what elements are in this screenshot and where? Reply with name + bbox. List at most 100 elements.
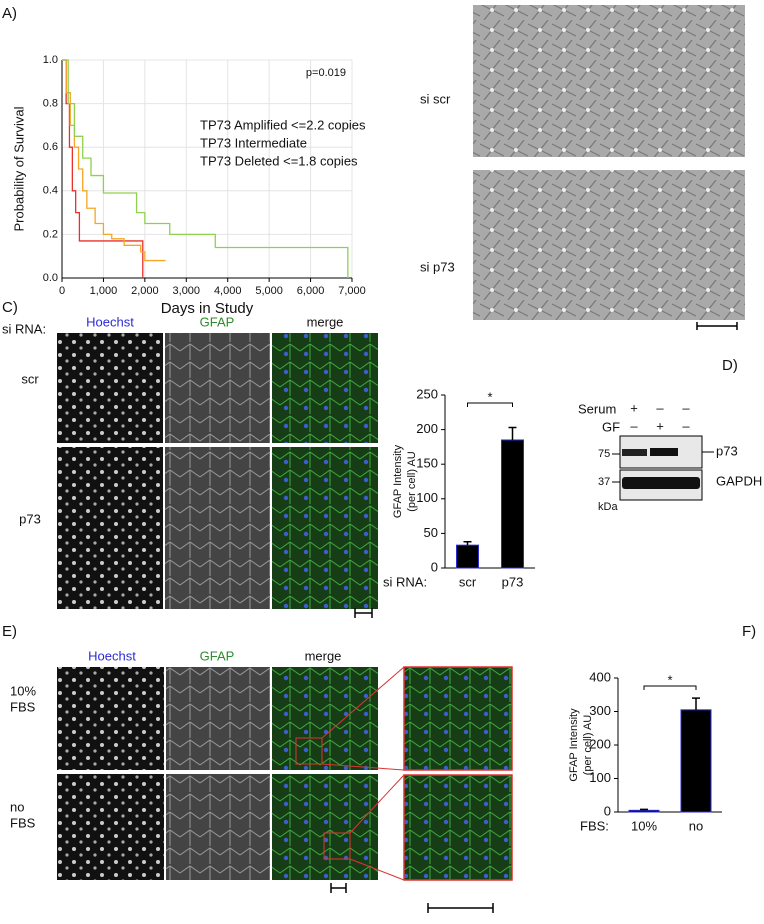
- band: [622, 449, 647, 456]
- micrograph: [166, 774, 270, 880]
- prefix: FBS:: [580, 818, 609, 833]
- marker: 37: [598, 476, 610, 488]
- marker: 75: [598, 448, 610, 460]
- x-tick-label: 7,000: [338, 285, 366, 297]
- panel-label: C): [2, 299, 18, 316]
- micrograph: [272, 667, 378, 770]
- x-tick-label: 0: [59, 285, 65, 297]
- x-tick-label: 6,000: [297, 285, 325, 297]
- x-axis-label: Days in Study: [161, 300, 254, 317]
- significance: *: [487, 389, 492, 404]
- bar: [680, 709, 712, 813]
- row-label: GF: [602, 419, 620, 434]
- x-tick-label: p73: [502, 574, 524, 589]
- error-bar: [692, 697, 700, 710]
- micrograph: [57, 333, 163, 443]
- y-tick-label: 100: [416, 490, 438, 505]
- scale-bar: [427, 903, 494, 913]
- y-axis-label: GFAP Intensity: [392, 444, 404, 518]
- x-tick-label: 1,000: [90, 285, 118, 297]
- band: [622, 477, 700, 489]
- panel-label: D): [722, 357, 738, 374]
- micrograph: [473, 170, 745, 320]
- column-label: GFAP: [200, 314, 235, 329]
- y-tick-label: 100: [589, 770, 611, 785]
- y-tick-label: 0.4: [43, 185, 58, 197]
- scale-bar: [696, 322, 738, 330]
- panel-label: F): [742, 623, 756, 640]
- y-tick-label: 1.0: [43, 54, 58, 66]
- y-tick-label: 150: [416, 456, 438, 471]
- sign: –: [630, 418, 638, 433]
- y-axis-label: (per cell) AU: [582, 715, 594, 776]
- bar: [456, 544, 479, 569]
- y-tick-label: 0: [431, 559, 438, 574]
- y-axis-label: Probability of Survival: [11, 106, 26, 231]
- column-label: merge: [307, 314, 344, 329]
- column-label: Hoechst: [86, 314, 134, 329]
- micrograph: [165, 333, 270, 443]
- micrograph: [57, 774, 164, 880]
- y-tick-label: 200: [589, 736, 611, 751]
- y-tick-label: 0: [604, 803, 611, 818]
- row-label: p73: [19, 511, 41, 526]
- micrograph: [165, 447, 270, 609]
- y-tick-label: 250: [416, 386, 438, 401]
- panel-label: A): [2, 5, 17, 22]
- row-label: si scr: [420, 91, 451, 106]
- row-label: FBS: [10, 815, 36, 830]
- zoom-box: [323, 832, 351, 860]
- row-label: no: [10, 799, 24, 814]
- bar: [628, 809, 660, 813]
- micrograph: [272, 774, 378, 880]
- significance-bracket: [467, 402, 513, 407]
- error-bar: [508, 426, 517, 440]
- y-tick-label: 400: [589, 669, 611, 684]
- x-tick-label: 3,000: [173, 285, 201, 297]
- prefix: si RNA:: [2, 321, 46, 336]
- micrograph: [473, 5, 745, 157]
- micrograph: [57, 447, 163, 609]
- marker: kDa: [598, 501, 618, 513]
- y-tick-label: 0.8: [43, 98, 58, 110]
- row-label: scr: [21, 371, 39, 386]
- survival-curve: [62, 59, 144, 278]
- row-label: FBS: [10, 699, 36, 714]
- scale-bar: [354, 608, 373, 618]
- micrograph: [57, 667, 164, 770]
- survival-curve: [62, 59, 166, 262]
- y-axis-label: (per cell) AU: [406, 451, 418, 512]
- scale-bar: [330, 883, 347, 893]
- bar: [501, 439, 524, 569]
- row-label: Serum: [578, 401, 616, 416]
- tick: [612, 451, 714, 483]
- y-tick-label: 0.6: [43, 141, 58, 153]
- y-tick-label: 0.0: [43, 272, 58, 284]
- x-tick-label: 2,000: [131, 285, 159, 297]
- y-axis-label: GFAP Intensity: [568, 708, 580, 782]
- zoom-image: [403, 774, 513, 881]
- column-label: Hoechst: [88, 648, 136, 663]
- survival-curve: [62, 59, 349, 278]
- zoom-line: [321, 666, 405, 881]
- row-label: 10%: [10, 683, 36, 698]
- column-label: merge: [305, 648, 342, 663]
- micrograph: [166, 667, 270, 770]
- legend-entry: TP73 Intermediate: [200, 135, 307, 150]
- y-tick-label: 200: [416, 421, 438, 436]
- significance: *: [667, 672, 672, 687]
- prefix: si RNA:: [383, 574, 427, 589]
- y-tick-label: 0.2: [43, 228, 58, 240]
- error-bar: [640, 808, 648, 811]
- sign: +: [630, 400, 638, 415]
- micrograph: [272, 447, 378, 609]
- sign: –: [682, 418, 690, 433]
- x-tick-label: no: [689, 818, 703, 833]
- y-tick-label: 50: [424, 525, 438, 540]
- sign: +: [656, 418, 664, 433]
- column-label: GFAP: [200, 648, 235, 663]
- annotation: p=0.019: [306, 67, 346, 79]
- row-label: si p73: [420, 259, 455, 274]
- zoom-box: [295, 737, 323, 765]
